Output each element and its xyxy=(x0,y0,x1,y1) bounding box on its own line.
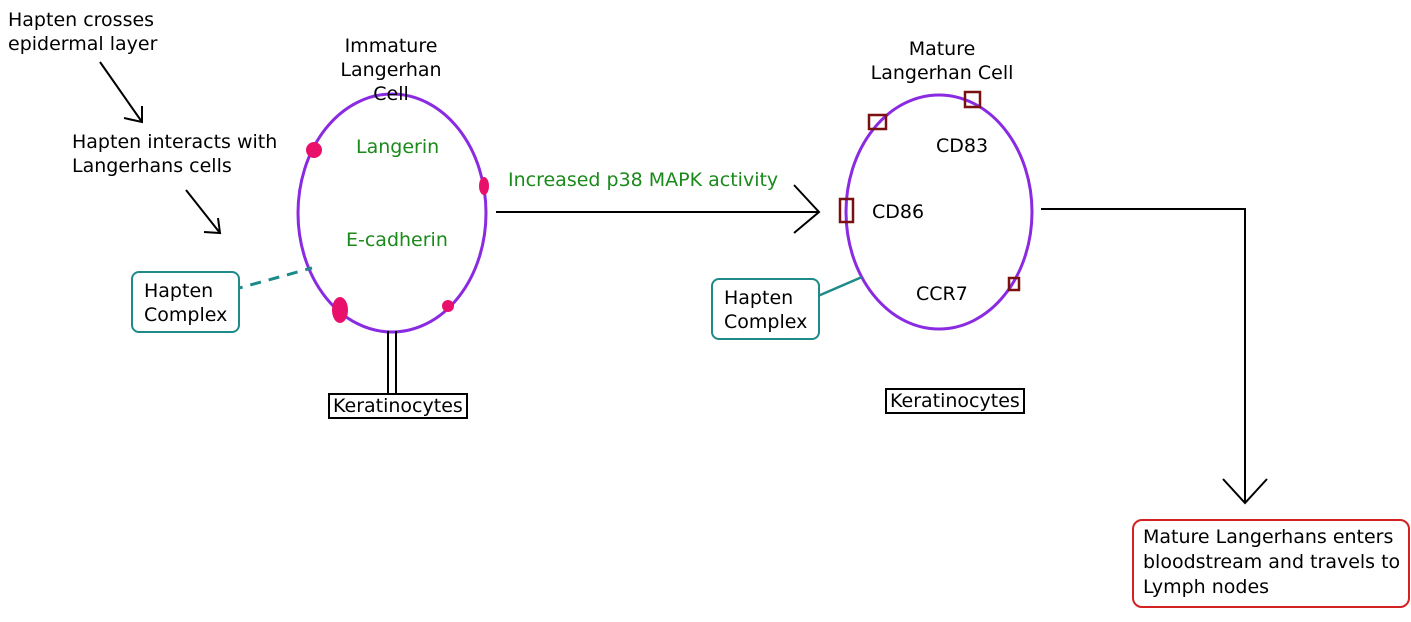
keratinocytes-box-mature: Keratinocytes xyxy=(885,388,1025,414)
hapten-dashed-link xyxy=(231,266,313,292)
keratinocyte-attachment xyxy=(387,331,397,394)
step-arrow-1 xyxy=(99,61,143,124)
step-text-hapten-crosses: Hapten crosses epidermal layer xyxy=(8,9,158,55)
step-text-hapten-interacts: Hapten interacts with Langerhans cells xyxy=(72,131,278,177)
mature-cell-title: Mature Langerhan Cell xyxy=(870,38,1014,84)
receptor-square-bottom-right xyxy=(1007,276,1021,292)
immature-cell-membrane xyxy=(296,92,488,334)
marker-ccr7: CCR7 xyxy=(916,283,968,305)
mature-cell-membrane xyxy=(844,93,1034,331)
immature-cell-title: Immature Langerhan Cell xyxy=(340,35,442,105)
hapten-complex-box-mature: Hapten Complex xyxy=(711,278,821,340)
receptor-rect-left xyxy=(838,197,855,224)
keratinocytes-box-immature: Keratinocytes xyxy=(328,393,468,419)
marker-langerin: Langerin xyxy=(356,136,440,158)
marker-cd86: CD86 xyxy=(872,201,925,223)
pink-receptor-bottom-right xyxy=(442,300,454,312)
pink-receptor-top-left xyxy=(306,142,322,158)
lymph-node-outcome-box: Mature Langerhans enters bloodstream and… xyxy=(1132,519,1411,608)
receptor-square-top xyxy=(963,90,982,109)
lymph-node-arrow xyxy=(1041,208,1268,505)
marker-cd83: CD83 xyxy=(936,135,989,157)
maturation-arrow xyxy=(496,184,821,234)
p38-mapk-label: Increased p38 MAPK activity xyxy=(508,169,779,191)
step-arrow-2 xyxy=(185,189,222,235)
pink-receptor-bottom-left xyxy=(332,297,348,323)
pink-receptor-right xyxy=(479,177,489,195)
marker-e-cadherin: E-cadherin xyxy=(346,229,448,251)
receptor-square-top-left xyxy=(867,113,888,131)
hapten-complex-box-immature: Hapten Complex xyxy=(131,271,241,333)
